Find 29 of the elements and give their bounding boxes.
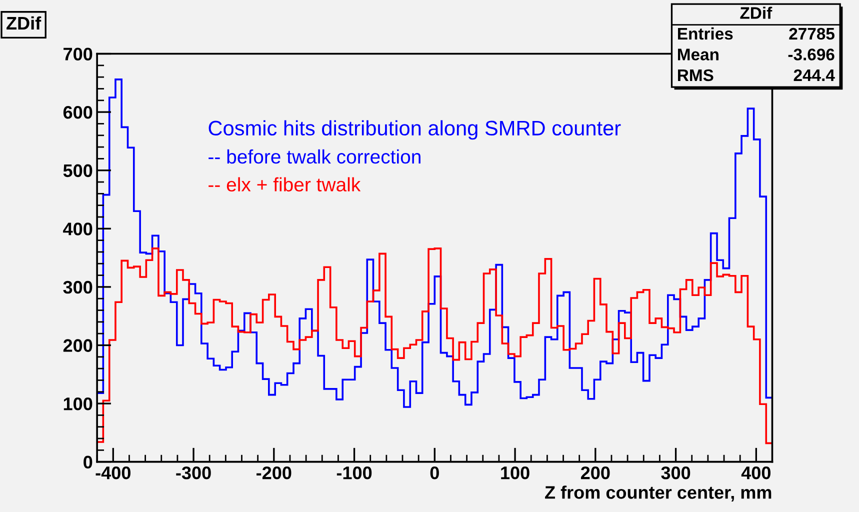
x-tick-label: -400 bbox=[96, 466, 130, 480]
text: -- before twalk correction bbox=[208, 149, 420, 164]
y-tick-label: 200 bbox=[63, 339, 92, 352]
x-tick-label: 400 bbox=[741, 466, 770, 480]
text: 244.4 bbox=[794, 69, 835, 81]
text: -3.696 bbox=[788, 48, 834, 60]
y-tick-label: 100 bbox=[64, 397, 92, 410]
annotation: Mean bbox=[678, 48, 718, 60]
y-tick-label: 500 bbox=[63, 164, 92, 178]
y-tick-label: 700 bbox=[64, 48, 92, 60]
x-tick-label: 100 bbox=[501, 466, 530, 480]
x-tick-label: -300 bbox=[176, 466, 211, 480]
text: -- elx + fiber twalk bbox=[208, 177, 361, 192]
x-tick-label: 200 bbox=[580, 466, 610, 480]
y-tick-label: 300 bbox=[63, 280, 92, 294]
x-tick-label: -100 bbox=[336, 466, 372, 480]
text: Entries bbox=[678, 27, 733, 40]
legend-title: Cosmic hits distribution along SMRD counter bbox=[208, 120, 621, 140]
y-tick-label: 0 bbox=[84, 456, 92, 469]
x-axis-title: Z from counter center, mm bbox=[545, 486, 772, 502]
y-tick-label: 400 bbox=[63, 222, 92, 236]
x-tick-label: 0 bbox=[430, 466, 439, 480]
annotation: RMS bbox=[678, 69, 714, 82]
text: 27785 bbox=[789, 28, 834, 40]
y-tick-label: 600 bbox=[63, 106, 92, 119]
x-tick-label: -200 bbox=[256, 466, 292, 480]
chart-title: ZDif bbox=[6, 16, 42, 30]
x-tick-label: 300 bbox=[661, 466, 690, 480]
text: ZDif bbox=[740, 6, 772, 19]
